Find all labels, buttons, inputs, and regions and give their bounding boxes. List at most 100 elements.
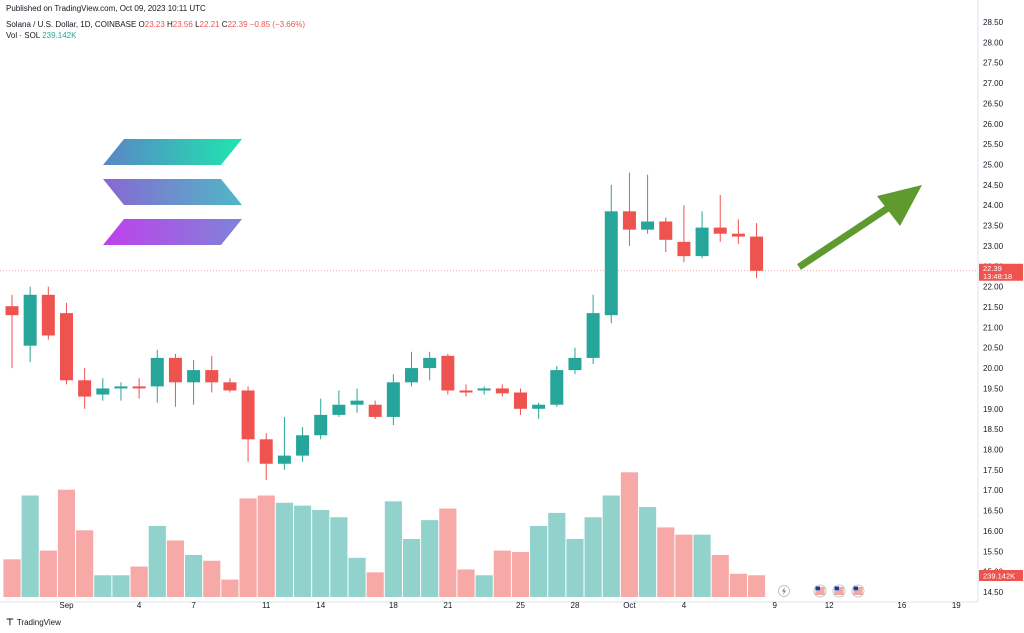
- candle-body: [513, 392, 527, 409]
- price-tick-label: 28.50: [983, 18, 1004, 27]
- solana-logo-icon: [103, 139, 242, 245]
- candle: [405, 351, 419, 387]
- time-tick-label: 7: [191, 601, 196, 610]
- volume-bar: [185, 554, 203, 597]
- candle: [513, 388, 527, 415]
- volume-bar: [439, 508, 457, 597]
- volume-bar: [657, 527, 675, 597]
- candle-body: [41, 294, 55, 336]
- price-tick-label: 15.50: [983, 547, 1004, 556]
- candle-body: [259, 439, 273, 464]
- time-tick-label: 28: [571, 601, 580, 610]
- volume-bar: [566, 539, 584, 597]
- candle-body: [5, 306, 19, 316]
- us-flag-icon[interactable]: [851, 584, 865, 598]
- candle: [441, 353, 455, 395]
- volume-bar: [39, 550, 57, 597]
- volume-bar: [530, 525, 548, 597]
- symbol-ohlc-legend: Solana / U.S. Dollar, 1D, COINBASE O23.2…: [6, 20, 305, 30]
- candle: [259, 433, 273, 481]
- time-tick-label: 19: [952, 601, 961, 610]
- candle-body: [622, 211, 636, 230]
- candle: [41, 286, 55, 340]
- volume-bar: [293, 505, 312, 597]
- time-tick-label: 16: [897, 601, 906, 610]
- time-tick-label: 25: [516, 601, 525, 610]
- brand-label[interactable]: TradingView: [16, 618, 61, 627]
- time-tick-label: 4: [137, 601, 142, 610]
- volume-bar: [148, 525, 166, 597]
- volume-bar: [421, 520, 439, 597]
- candle-body: [695, 227, 709, 257]
- us-flag-icon[interactable]: [832, 584, 846, 598]
- volume-bar: [493, 550, 511, 597]
- candle: [132, 378, 146, 399]
- candle-body: [332, 404, 346, 415]
- candle: [731, 219, 745, 244]
- volume-bar: [348, 557, 366, 597]
- volume-bar: [130, 566, 148, 597]
- candle: [386, 374, 400, 426]
- candle-body: [132, 386, 146, 389]
- candle: [459, 384, 473, 397]
- candle-body: [641, 221, 655, 230]
- candle-body: [223, 382, 237, 391]
- price-tick-label: 26.50: [983, 99, 1004, 108]
- candle: [659, 217, 673, 253]
- candle: [568, 347, 582, 375]
- last-price-tag-value: 22.39: [983, 264, 1002, 273]
- candle: [622, 172, 636, 246]
- last-price-tag: [979, 263, 1023, 281]
- candle-body: [368, 404, 382, 417]
- candle: [314, 398, 328, 440]
- tv-logo-icon[interactable]: ⊤: [6, 617, 14, 627]
- time-tick-label: 18: [389, 601, 398, 610]
- time-tick-label: 14: [316, 601, 325, 610]
- volume-bar: [221, 579, 239, 597]
- volume-bar: [112, 575, 130, 597]
- candle-body: [423, 357, 437, 369]
- symbol-name[interactable]: Solana / U.S. Dollar, 1D, COINBASE: [6, 20, 137, 29]
- volume-bar: [330, 517, 348, 597]
- candle-body: [168, 357, 182, 383]
- time-tick-label: 12: [825, 601, 834, 610]
- volume-bar: [584, 517, 602, 597]
- change-value: −0.85 (−3.66%): [249, 20, 305, 29]
- candle-body: [659, 221, 673, 240]
- price-tick-label: 23.00: [983, 242, 1004, 251]
- volume-bar: [94, 575, 112, 597]
- candle: [677, 205, 691, 263]
- price-tick-label: 28.00: [983, 38, 1004, 47]
- candle: [150, 349, 164, 403]
- low-label: L: [195, 20, 200, 29]
- volume-label[interactable]: Vol · SOL: [6, 31, 40, 40]
- price-tick-label: 25.50: [983, 140, 1004, 149]
- us-flag-icon[interactable]: [813, 584, 827, 598]
- candle: [96, 378, 110, 401]
- price-tick-label: 16.50: [983, 507, 1004, 516]
- candle-body: [586, 313, 600, 358]
- candle: [59, 302, 73, 385]
- volume-tag: [979, 570, 1023, 581]
- price-tick-label: 26.00: [983, 120, 1004, 129]
- footer: ⊤ TradingView: [6, 617, 61, 628]
- candle-body: [150, 357, 164, 387]
- volume-legend: Vol · SOL 239.142K: [6, 31, 76, 41]
- candle-body: [386, 382, 400, 417]
- candle: [241, 386, 255, 462]
- price-tick-label: 18.50: [983, 425, 1004, 434]
- price-tick-label: 17.00: [983, 486, 1004, 495]
- candle: [586, 294, 600, 364]
- price-tick-label: 19.00: [983, 405, 1004, 414]
- lightning-icon[interactable]: [778, 585, 790, 597]
- candle: [23, 286, 37, 362]
- candle: [368, 400, 382, 419]
- open-label: O: [138, 20, 145, 29]
- candle-body: [23, 294, 37, 346]
- candle-body: [205, 370, 219, 383]
- candle: [550, 366, 564, 407]
- candle: [114, 382, 128, 401]
- volume-bar: [675, 534, 693, 597]
- volume-bar: [711, 554, 729, 597]
